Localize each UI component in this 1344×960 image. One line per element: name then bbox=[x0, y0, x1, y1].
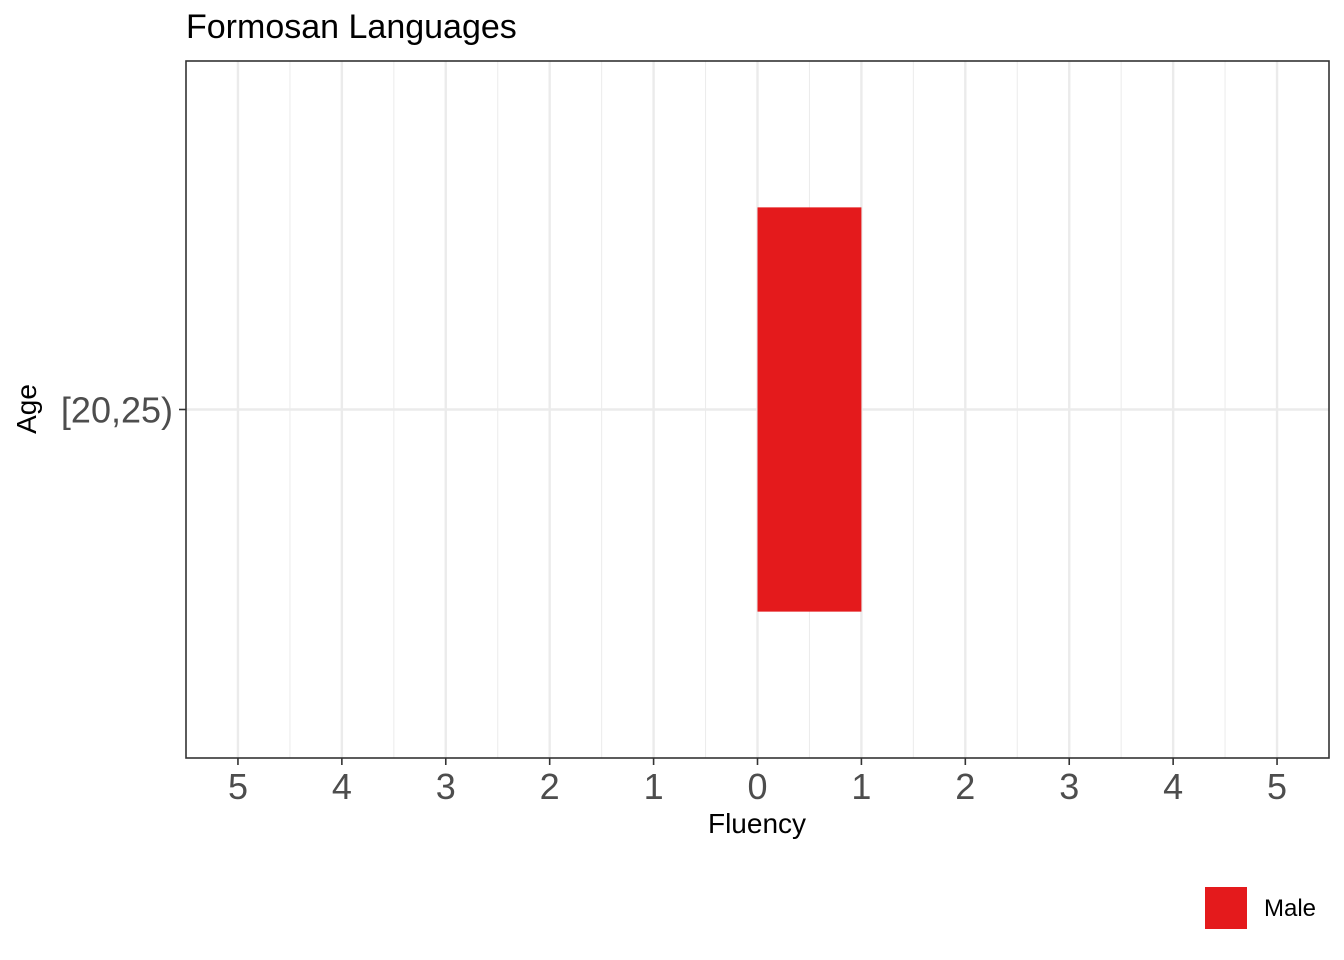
bars bbox=[757, 207, 862, 612]
legend-swatch-male bbox=[1205, 887, 1247, 929]
x-tick-label: 1 bbox=[644, 766, 664, 807]
x-tick-label: 1 bbox=[851, 766, 871, 807]
x-tick-label: 3 bbox=[436, 766, 456, 807]
x-tick-label: 4 bbox=[1163, 766, 1183, 807]
x-tick-label: 2 bbox=[540, 766, 560, 807]
y-tick-label: [20,25) bbox=[61, 390, 173, 431]
x-tick-label: 5 bbox=[1267, 766, 1287, 807]
y-axis-ticks: [20,25) bbox=[61, 390, 186, 431]
chart-title: Formosan Languages bbox=[186, 8, 517, 46]
x-axis-title: Fluency bbox=[708, 808, 806, 839]
x-tick-label: 3 bbox=[1059, 766, 1079, 807]
bar-male bbox=[757, 207, 862, 612]
x-tick-label: 2 bbox=[955, 766, 975, 807]
x-axis-ticks: 5 4 3 2 1 0 1 2 3 4 5 bbox=[228, 758, 1287, 807]
x-tick-label: 4 bbox=[332, 766, 352, 807]
legend: Male bbox=[1205, 887, 1316, 929]
x-tick-label: 0 bbox=[747, 766, 767, 807]
x-tick-label: 5 bbox=[228, 766, 248, 807]
y-axis-title: Age bbox=[11, 384, 42, 434]
legend-label-male: Male bbox=[1264, 895, 1316, 922]
